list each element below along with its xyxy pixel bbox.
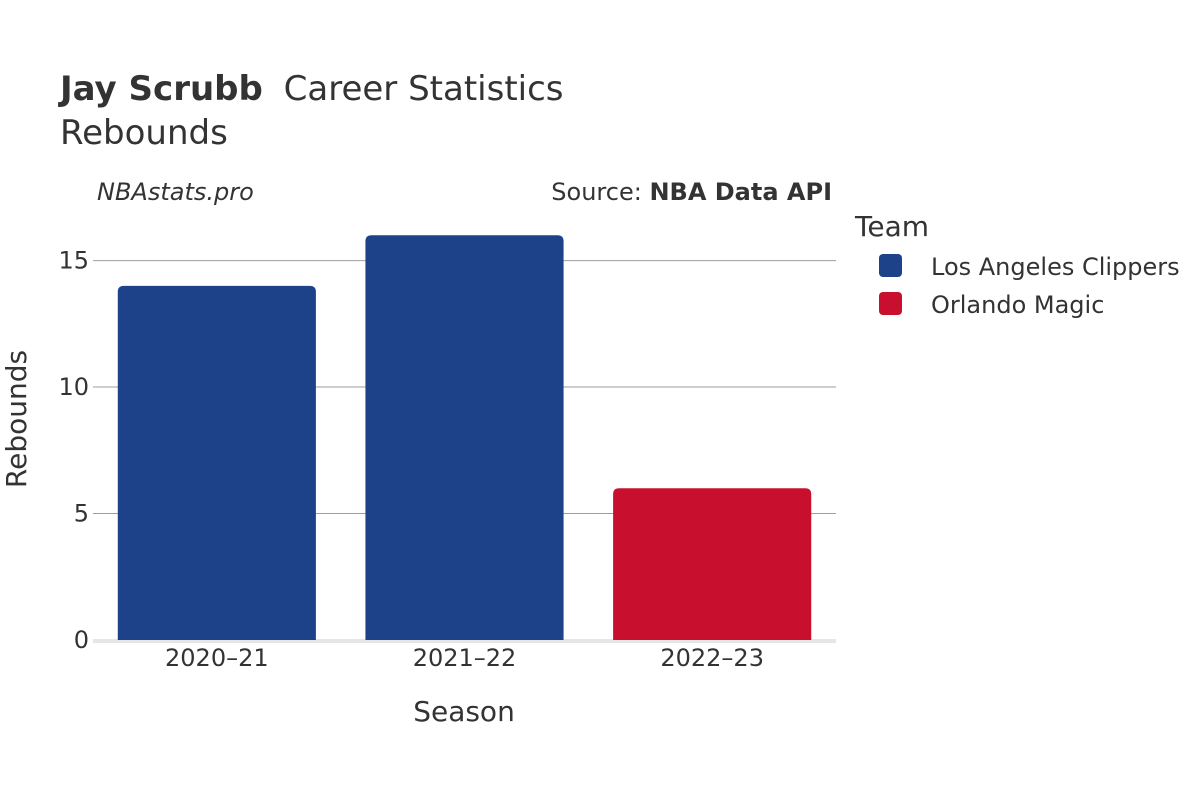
- legend: Team Los Angeles Clippers Orlando Magic: [854, 210, 1180, 319]
- x-tick-label: 2021–22: [413, 644, 517, 672]
- player-name: Jay Scrubb: [58, 69, 263, 109]
- legend-swatch[interactable]: [879, 292, 902, 315]
- x-axis-ticks: 2020–21 2021–22 2022–23: [165, 644, 764, 672]
- y-tick-label: 0: [74, 626, 89, 654]
- legend-entries: Los Angeles Clippers Orlando Magic: [879, 253, 1180, 319]
- bar-2021–22[interactable]: [365, 235, 564, 640]
- y-tick-label: 5: [74, 500, 89, 528]
- bars: [117, 235, 812, 640]
- chart-subtitle: Rebounds: [60, 113, 228, 153]
- y-axis-ticks: 0 5 10 15: [58, 247, 89, 654]
- legend-label[interactable]: Orlando Magic: [931, 291, 1104, 319]
- source-credit: Source: NBA Data API: [551, 178, 832, 206]
- bar-2020–21[interactable]: [117, 285, 316, 640]
- chart-title: Jay Scrubb Career Statistics: [58, 69, 564, 109]
- y-tick-label: 15: [58, 247, 89, 275]
- legend-label[interactable]: Los Angeles Clippers: [931, 253, 1180, 281]
- x-tick-label: 2022–23: [660, 644, 764, 672]
- site-watermark: NBAstats.pro: [97, 178, 254, 206]
- y-axis-title: Rebounds: [0, 350, 33, 488]
- title-rest: Career Statistics: [284, 69, 564, 109]
- legend-title: Team: [854, 210, 929, 243]
- x-tick-label: 2020–21: [165, 644, 269, 672]
- source-name: NBA Data API: [649, 178, 832, 206]
- source-prefix: Source:: [551, 178, 649, 206]
- y-tick-label: 10: [58, 373, 89, 401]
- bar-2022–23[interactable]: [613, 488, 812, 640]
- legend-swatch[interactable]: [879, 254, 902, 277]
- x-axis-title: Season: [413, 695, 515, 728]
